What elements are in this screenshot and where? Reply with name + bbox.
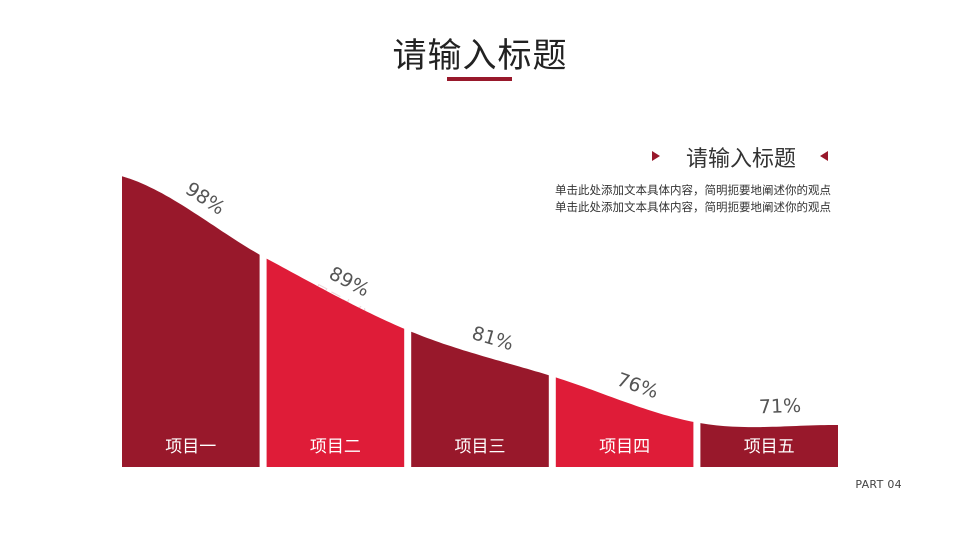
category-label: 项目一 bbox=[165, 437, 216, 457]
triangle-left-icon bbox=[820, 151, 828, 161]
side-title-label: 请输入标题 bbox=[686, 147, 797, 172]
bar-2 bbox=[266, 258, 405, 467]
bar-5 bbox=[700, 423, 838, 467]
value-label: 81% bbox=[469, 322, 516, 355]
bar-4 bbox=[555, 377, 694, 467]
page-title: 请输入标题 bbox=[392, 36, 568, 76]
value-label: 76% bbox=[614, 369, 661, 404]
category-label: 项目五 bbox=[744, 437, 795, 457]
title-underline bbox=[447, 77, 512, 81]
part-label: PART 04 bbox=[855, 478, 902, 491]
description-line: 单击此处添加文本具体内容，简明扼要地阐述你的观点 bbox=[555, 200, 831, 214]
value-label: 71% bbox=[759, 395, 802, 418]
description-line: 单击此处添加文本具体内容，简明扼要地阐述你的观点 bbox=[555, 183, 831, 197]
category-label: 项目四 bbox=[599, 437, 650, 457]
category-label: 项目二 bbox=[310, 437, 361, 457]
side-title: 请输入标题 bbox=[640, 141, 850, 173]
bar-3 bbox=[411, 331, 549, 467]
bar-1 bbox=[122, 176, 260, 468]
description-text: 单击此处添加文本具体内容，简明扼要地阐述你的观点 单击此处添加文本具体内容，简明… bbox=[500, 182, 831, 216]
category-label: 项目三 bbox=[455, 437, 506, 457]
triangle-right-icon bbox=[652, 151, 660, 161]
